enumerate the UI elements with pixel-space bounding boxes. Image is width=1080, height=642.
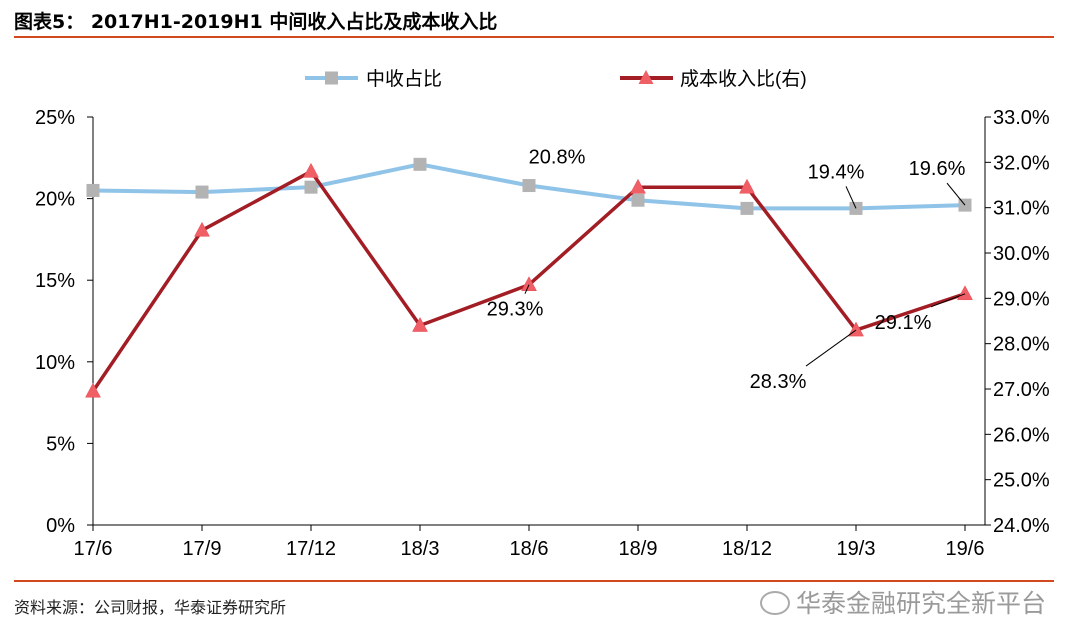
x-tick-label: 18/6 <box>510 538 549 560</box>
y-right-tick-label: 29.0% <box>993 288 1050 310</box>
data-point-square <box>86 183 100 197</box>
y-right-tick-label: 28.0% <box>993 334 1050 356</box>
data-label: 28.3% <box>750 371 807 393</box>
y-right-tick-label: 26.0% <box>993 424 1050 446</box>
label-leader-line <box>946 182 966 206</box>
data-point-triangle <box>739 178 755 194</box>
y-left-tick-label: 15% <box>35 270 75 292</box>
y-right-tick-label: 33.0% <box>993 107 1050 129</box>
legend-swatch-square <box>325 71 338 85</box>
y-right-tick-label: 32.0% <box>993 152 1050 174</box>
x-tick-label: 17/9 <box>183 538 222 560</box>
legend-label: 成本收入比(右) <box>680 68 807 90</box>
data-point-square <box>195 185 209 199</box>
y-left-tick-label: 5% <box>46 433 75 455</box>
data-point-square <box>413 157 427 171</box>
y-left-tick-label: 20% <box>35 189 75 211</box>
series-layer <box>85 157 973 398</box>
data-point-square <box>304 180 318 194</box>
y-left-tick-label: 10% <box>35 352 75 374</box>
x-tick-label: 17/6 <box>74 538 113 560</box>
y-right-tick-label: 24.0% <box>993 515 1050 537</box>
data-label: 20.8% <box>529 147 586 169</box>
data-point-triangle <box>85 382 101 398</box>
data-point-triangle <box>303 162 319 178</box>
data-point-triangle <box>194 221 210 237</box>
legend-swatch-triangle <box>638 70 654 84</box>
label-leader-line <box>805 329 857 367</box>
top-rule <box>14 36 1054 38</box>
data-point-square <box>522 179 536 193</box>
label-leader-line <box>524 284 530 294</box>
y-right-tick-label: 27.0% <box>993 379 1050 401</box>
data-labels: 20.8% 19.4% 19.6% 29.3% 28.3% 29.1% <box>487 147 966 394</box>
watermark-text: 华泰金融研究全新平台 <box>795 589 1046 618</box>
x-tick-label: 18/9 <box>619 538 658 560</box>
x-tick-label: 19/6 <box>946 538 985 560</box>
figure-title: 图表5： 2017H1-2019H1 中间收入占比及成本收入比 <box>14 11 498 33</box>
data-point-triangle <box>521 276 537 291</box>
bottom-rule <box>14 580 1054 582</box>
data-point-triangle <box>630 178 646 194</box>
line-chart: 中收占比 成本收入比(右) 0% 5% 10% 15% 20% 25% 24.0% 25.0% 2… <box>35 68 1050 560</box>
wechat-icon <box>759 591 790 615</box>
data-point-triangle <box>412 317 428 332</box>
y-right-tick-label: 30.0% <box>993 243 1050 265</box>
source-note: 资料来源：公司财报，华泰证券研究所 <box>14 598 287 617</box>
data-label: 29.1% <box>875 312 932 334</box>
x-tick-label: 17/12 <box>286 538 336 560</box>
data-label: 29.3% <box>487 299 544 321</box>
watermark: 华泰金融研究全新平台 <box>759 584 1046 620</box>
legend: 中收占比 成本收入比(右) <box>305 68 807 90</box>
data-point-square <box>631 193 645 207</box>
x-tick-label: 18/12 <box>722 538 772 560</box>
y-left-tick-label: 0% <box>46 515 75 537</box>
x-tick-label: 18/3 <box>401 538 440 560</box>
data-point-triangle <box>957 285 973 301</box>
data-label: 19.4% <box>808 161 865 183</box>
y-right-tick-label: 25.0% <box>993 470 1050 492</box>
y-right-tick-label: 31.0% <box>993 198 1050 220</box>
data-point-square <box>740 201 754 215</box>
x-tick-label: 19/3 <box>837 538 876 560</box>
data-label: 19.6% <box>909 158 966 180</box>
label-leader-line <box>930 293 966 308</box>
y-left-tick-label: 25% <box>35 107 75 129</box>
label-leader-line <box>845 186 857 209</box>
legend-label: 中收占比 <box>366 68 442 90</box>
